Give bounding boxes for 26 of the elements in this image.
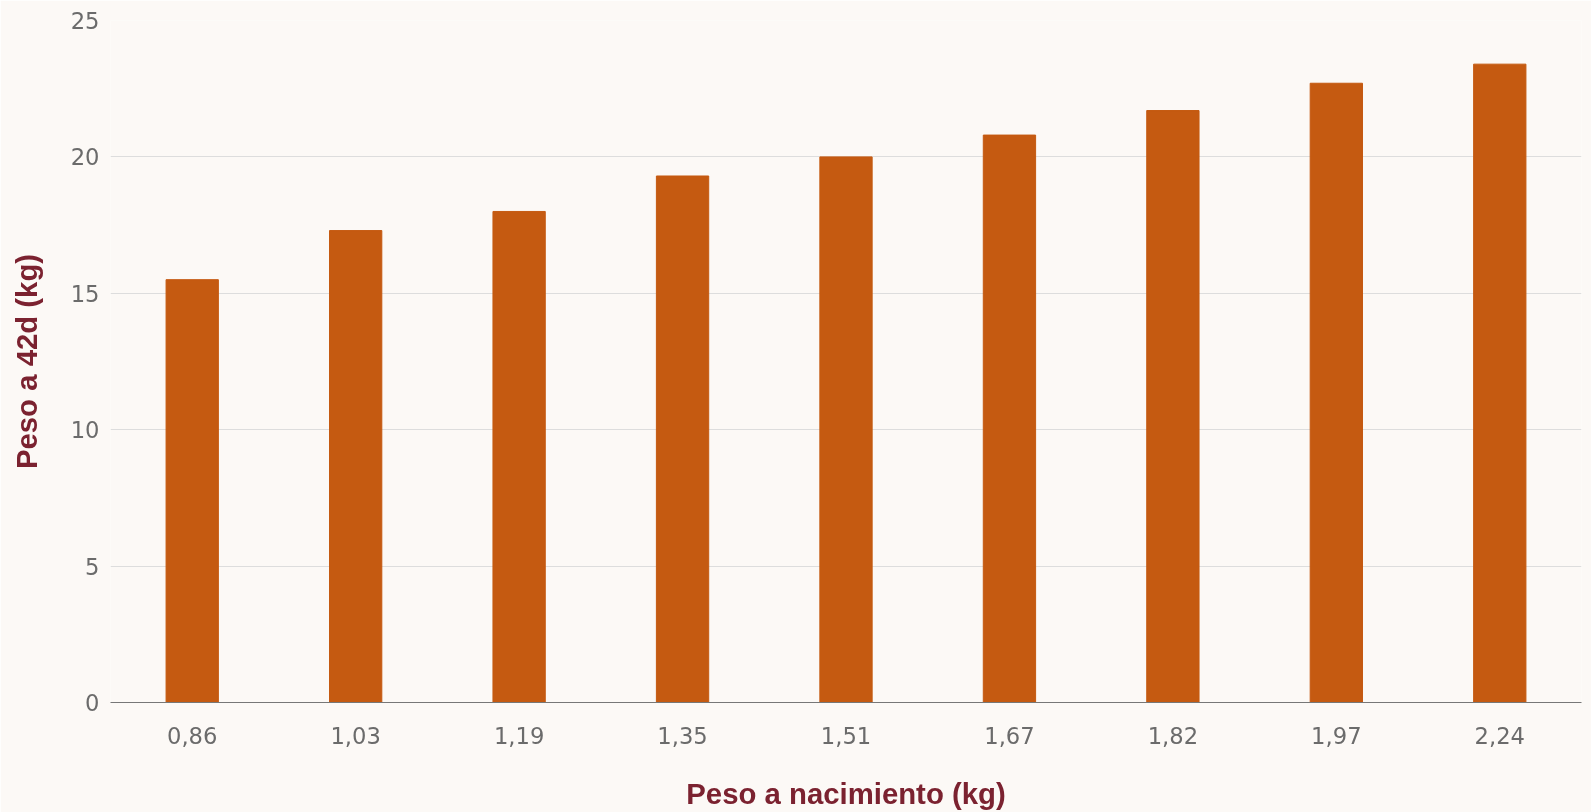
x-tick-label: 1,35 [657, 722, 708, 749]
y-tick-label: 0 [85, 690, 100, 716]
x-tick-label: 1,82 [1147, 722, 1199, 749]
x-tick-label: 1,19 [493, 722, 545, 749]
x-axis-title: Peso a nacimiento (kg) [686, 776, 1006, 810]
x-tick-label: 1,03 [330, 722, 381, 749]
bar [1146, 110, 1200, 703]
bar [492, 210, 546, 703]
bar [1309, 82, 1363, 703]
x-tick-label: 1,67 [984, 722, 1035, 749]
bar [655, 175, 710, 703]
y-tick-label: 5 [85, 553, 100, 580]
y-tick-label: 25 [70, 8, 100, 34]
x-tick-label: 1,97 [1311, 722, 1362, 749]
bar [329, 230, 383, 703]
bar [982, 134, 1037, 703]
y-axis-title: Peso a 42d (kg) [9, 253, 43, 470]
bar [819, 156, 873, 703]
y-tick-label: 20 [70, 144, 100, 171]
x-tick-label: 2,24 [1474, 722, 1526, 749]
bar [1473, 63, 1527, 703]
y-tick-label: 15 [70, 280, 100, 307]
x-tick-label: 0,86 [167, 722, 218, 749]
x-tick-label: 1,51 [820, 722, 872, 749]
bar [165, 279, 219, 703]
y-tick-label: 10 [70, 417, 100, 444]
